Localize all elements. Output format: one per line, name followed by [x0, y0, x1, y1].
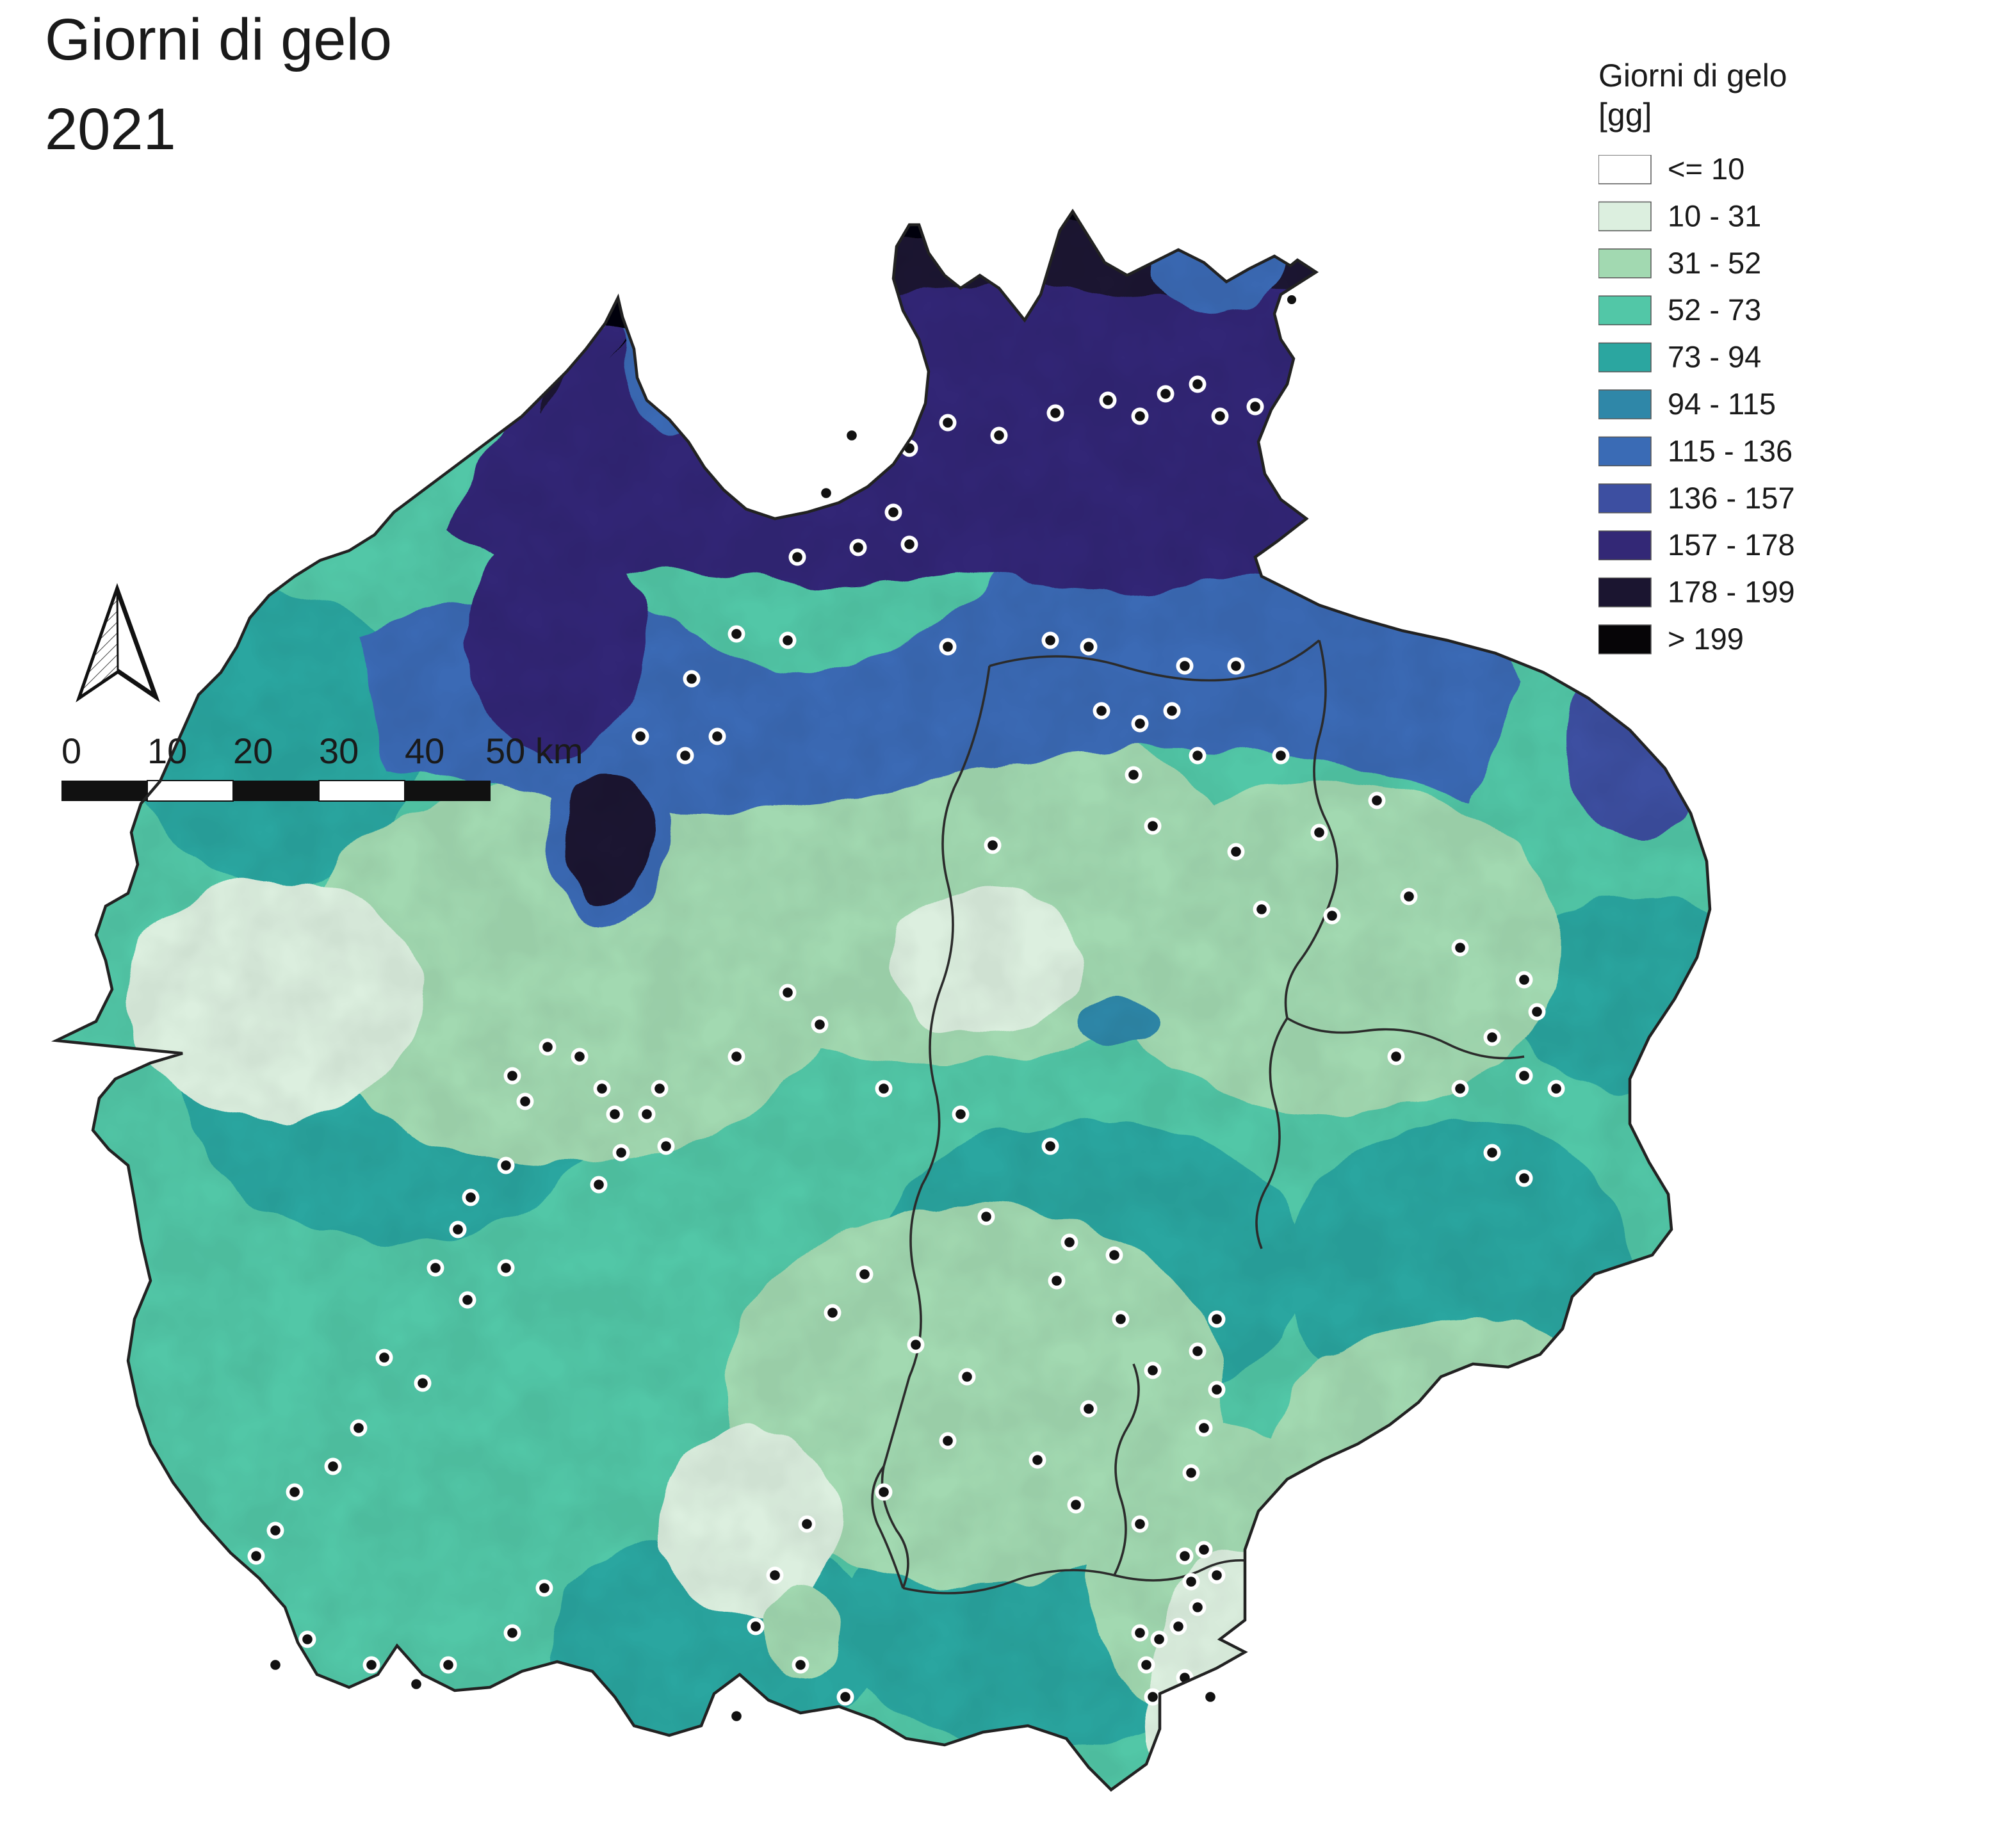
svg-text:30: 30 — [319, 731, 359, 771]
svg-text:0: 0 — [61, 731, 81, 771]
svg-text:40: 40 — [405, 731, 444, 771]
svg-text:50 km: 50 km — [485, 731, 583, 771]
svg-text:20: 20 — [233, 731, 273, 771]
